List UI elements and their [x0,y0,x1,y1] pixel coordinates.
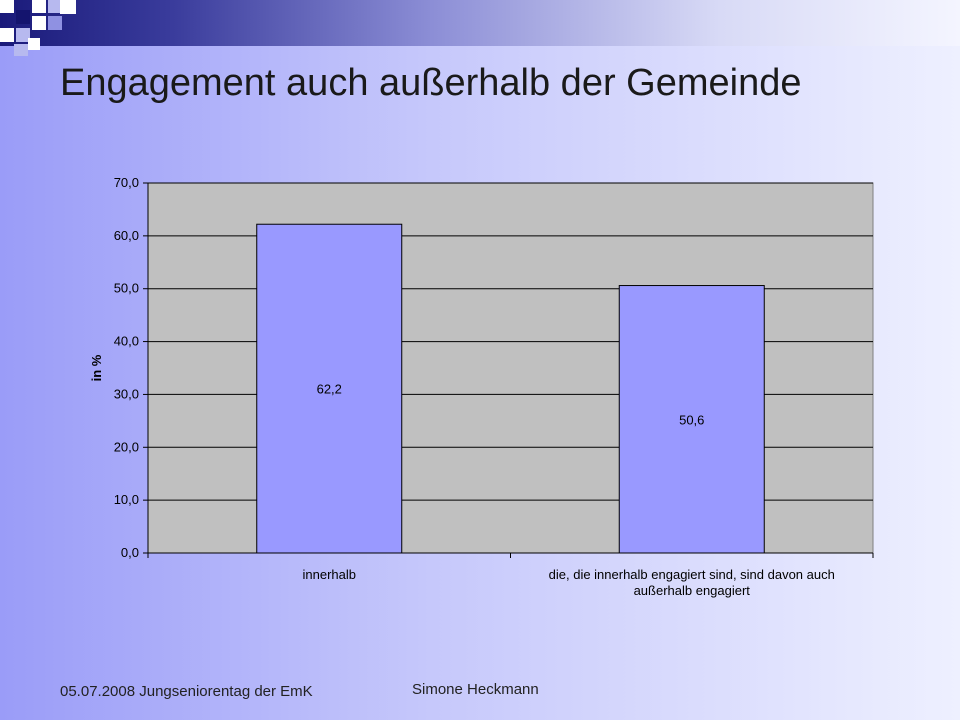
bar-value-label: 50,6 [679,412,704,427]
y-tick-label: 70,0 [114,175,139,190]
axes [143,182,874,558]
corner-square-decoration [32,16,46,30]
corner-square-decoration [0,28,14,42]
footer-date-event: 05.07.2008 Jungseniorentag der EmK [60,683,313,700]
x-category-labels: innerhalb die, die innerhalb engagiert si… [303,567,835,598]
corner-square-decoration [28,38,40,50]
y-tick-label: 20,0 [114,439,139,454]
y-tick-label: 40,0 [114,334,139,349]
footer-author: Simone Heckmann [412,681,539,698]
bar-value-label: 62,2 [317,382,342,397]
corner-square-decoration [0,0,14,13]
y-tick-label: 0,0 [121,545,139,560]
corner-square-decoration [48,0,62,13]
header-gradient-bar [0,0,960,46]
x-category-label: innerhalb [303,567,357,582]
bar [618,285,765,554]
corner-square-decoration [32,0,46,13]
x-category-label: die, die innerhalb engagiert sind, sind … [549,567,835,582]
corner-square-decoration [16,28,30,42]
slide-title: Engagement auch außerhalb der Gemeinde [60,62,802,104]
corner-square-decoration [16,10,30,24]
y-tick-label: 60,0 [114,228,139,243]
y-tick-label: 10,0 [114,492,139,507]
corner-square-decoration [60,0,76,14]
bars: 62,2 50,6 [256,223,765,554]
y-tick-label: 50,0 [114,281,139,296]
bar [256,223,403,554]
corner-square-decoration [14,44,28,56]
y-tick-labels: 0,0 10,0 20,0 30,0 40,0 50,0 60,0 70,0 [114,175,139,560]
corner-square-decoration [48,16,62,30]
y-tick-label: 30,0 [114,386,139,401]
x-category-label: außerhalb engagiert [634,583,751,598]
y-axis-label: in % [89,354,104,381]
